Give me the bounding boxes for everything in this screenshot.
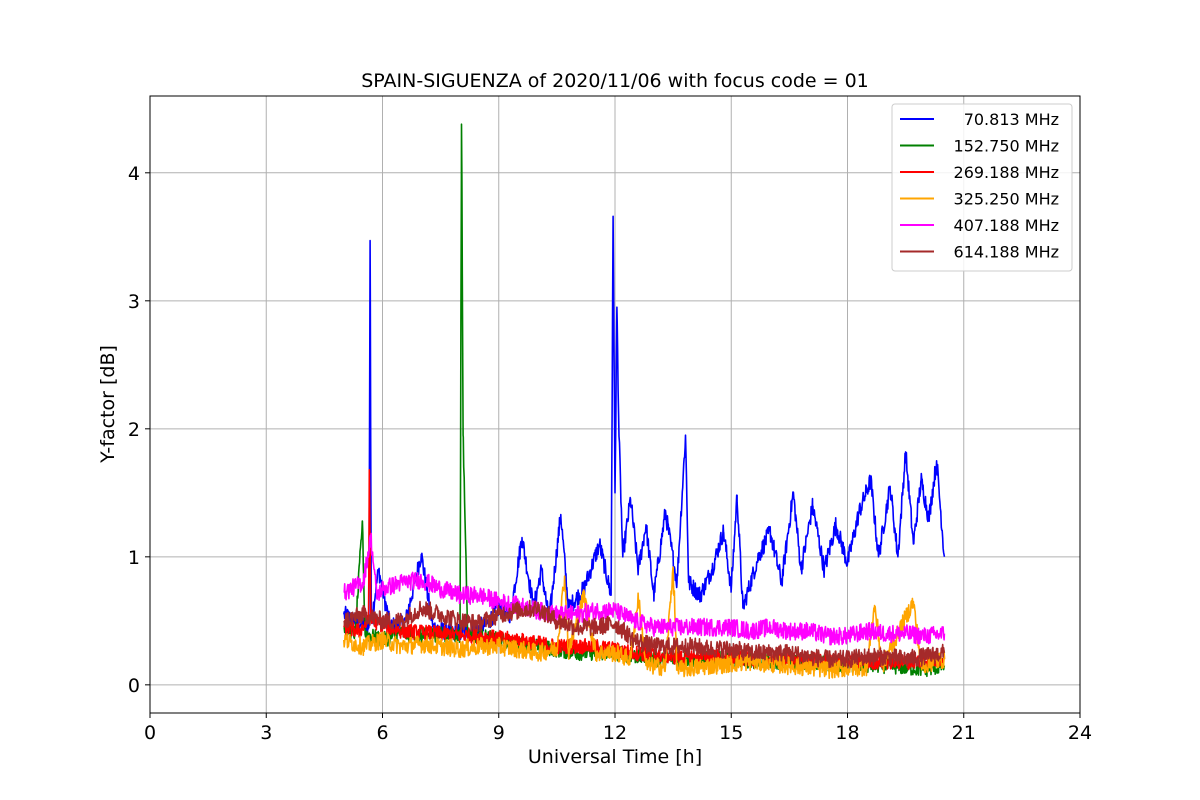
x-tick-label: 15 bbox=[719, 722, 743, 744]
series-line bbox=[343, 599, 946, 669]
series-line bbox=[343, 532, 946, 646]
x-axis-label: Universal Time [h] bbox=[528, 746, 702, 768]
x-tick-label: 12 bbox=[603, 722, 627, 744]
legend-label: 152.750 MHz bbox=[954, 137, 1059, 156]
y-tick-label: 0 bbox=[128, 675, 140, 697]
x-tick-label: 0 bbox=[144, 722, 156, 744]
y-tick-label: 4 bbox=[128, 163, 140, 185]
plot-series bbox=[343, 123, 946, 680]
x-tick-label: 3 bbox=[260, 722, 272, 744]
y-tick-label: 3 bbox=[128, 291, 140, 313]
series-line bbox=[343, 566, 946, 680]
legend-label: 614.188 MHz bbox=[954, 243, 1059, 262]
y-tick-label: 1 bbox=[128, 547, 140, 569]
x-tick-label: 24 bbox=[1068, 722, 1092, 744]
legend: 70.813 MHz 152.750 MHz 269.188 MHz 325.250 … bbox=[891, 103, 1073, 272]
legend-label: 70.813 MHz bbox=[959, 110, 1059, 129]
legend-label: 407.188 MHz bbox=[954, 216, 1059, 235]
legend-box bbox=[891, 103, 1073, 272]
x-tick-label: 6 bbox=[376, 722, 388, 744]
x-tick-label: 21 bbox=[952, 722, 976, 744]
legend-label: 269.188 MHz bbox=[954, 163, 1059, 182]
chart-title: SPAIN-SIGUENZA of 2020/11/06 with focus … bbox=[361, 70, 869, 92]
x-tick-label: 18 bbox=[835, 722, 859, 744]
x-tick-label: 9 bbox=[493, 722, 505, 744]
y-tick-label: 2 bbox=[128, 419, 140, 441]
legend-label: 325.250 MHz bbox=[954, 190, 1059, 209]
y-axis-label: Y-factor [dB] bbox=[97, 345, 119, 464]
